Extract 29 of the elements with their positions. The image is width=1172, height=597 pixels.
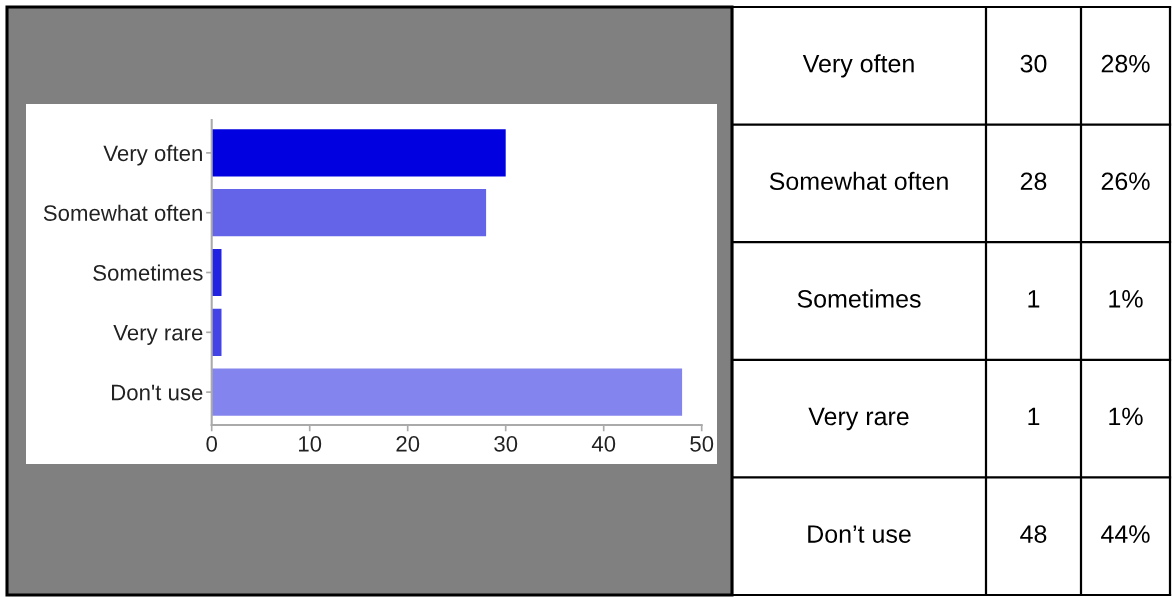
- bar: [211, 189, 487, 237]
- category-label: Sometimes: [797, 289, 921, 308]
- data-label: 1%: [1109, 290, 1143, 308]
- data-label: 30: [1020, 54, 1047, 73]
- x-tick-label: 0: [206, 436, 218, 452]
- data-label: 1%: [1109, 407, 1143, 426]
- x-tick-label: 10: [299, 436, 322, 452]
- category-label: Somewhat often: [769, 171, 948, 191]
- x-tick-label: 20: [396, 436, 420, 452]
- y-tick-label: Somewhat often: [43, 204, 202, 221]
- data-label: 26%: [1101, 172, 1150, 191]
- y-tick-label: Very often: [103, 144, 202, 166]
- data-label: 48: [1020, 525, 1047, 543]
- data-label: 44%: [1101, 525, 1150, 543]
- data-label: 28%: [1101, 54, 1150, 73]
- data-label: 28: [1020, 172, 1047, 191]
- y-tick-label: Don't use: [112, 384, 203, 401]
- bar: [211, 368, 683, 416]
- category-label: Very rare: [808, 407, 909, 431]
- category-label: Very often: [802, 54, 914, 78]
- y-tick-label: Sometimes: [93, 264, 203, 281]
- x-tick-label: 40: [591, 436, 616, 452]
- bar: [211, 129, 506, 177]
- x-tick-label: 30: [494, 436, 518, 452]
- y-tick-label: Very rare: [113, 325, 203, 345]
- data-label: 1: [1028, 290, 1040, 308]
- category-label: Don’t use: [808, 525, 911, 543]
- x-tick-label: 50: [690, 436, 714, 452]
- data-label: 1: [1028, 407, 1040, 426]
